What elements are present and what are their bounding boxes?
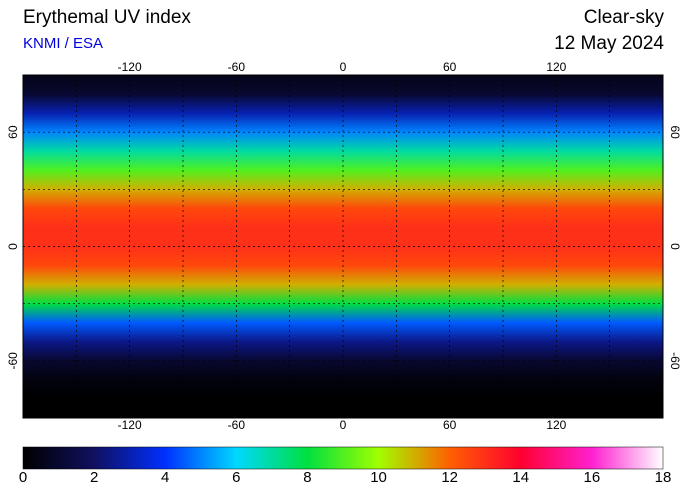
colorbar-tick-label: 0 [19,469,27,486]
top-lon-label: 120 [546,60,566,74]
top-lon-label: 0 [340,60,347,74]
source: KNMI / ESA [23,35,103,52]
bottom-lon-label: 60 [443,418,457,432]
title: Erythemal UV index [23,7,191,28]
colorbar-tick-label: 10 [370,469,387,486]
right-lat-label: -60 [668,352,682,370]
colorbar [22,446,664,470]
bottom-lon-label: -120 [118,418,142,432]
top-lon-label: 60 [443,60,457,74]
sky-condition: Clear-sky [584,7,665,28]
right-lat-label: 60 [668,125,682,139]
bottom-lon-label: 0 [340,418,347,432]
right-lat-label: 0 [668,243,682,250]
bottom-lon-label: -60 [228,418,246,432]
date: 12 May 2024 [554,33,664,54]
top-lon-label: -120 [118,60,142,74]
left-lat-label: 0 [6,243,20,250]
colorbar-tick-label: 16 [584,469,601,486]
colorbar-tick-label: 6 [232,469,240,486]
colorbar-tick-label: 4 [161,469,169,486]
colorbar-tick-label: 14 [512,469,529,486]
left-lat-label: 60 [6,125,20,139]
colorbar-tick-label: 18 [655,469,672,486]
bottom-lon-label: 120 [546,418,566,432]
map-frame [22,74,664,419]
top-lon-label: -60 [228,60,246,74]
colorbar-tick-label: 8 [303,469,311,486]
colorbar-tick-label: 2 [90,469,98,486]
left-lat-label: -60 [6,352,20,370]
colorbar-tick-label: 12 [441,469,458,486]
